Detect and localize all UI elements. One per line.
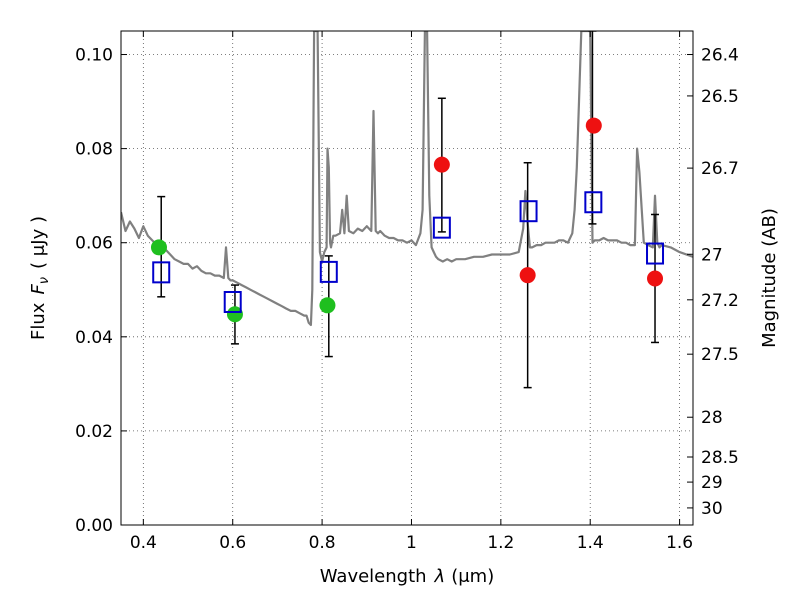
- mag-tick-label: 27: [701, 245, 723, 265]
- x-tick-label: 0.6: [219, 533, 246, 553]
- y-tick-label: 0.00: [75, 516, 113, 536]
- y-tick-label: 0.10: [75, 46, 113, 66]
- mag-tick-label: 26.4: [701, 46, 739, 66]
- plot-frame: [120, 30, 694, 526]
- x-tick-label: 1.6: [666, 533, 693, 553]
- series-layer: [121, 31, 693, 389]
- x-tick-label: 1: [406, 533, 417, 553]
- plot-background: [121, 31, 693, 525]
- observed-point-red: [433, 156, 450, 173]
- model-photometry-square: [432, 216, 451, 239]
- plot-area: 0.4 0.6 0.8 1 1.2 1.4 1.6 0.00 0.02 0.04 0.06 0.08 0…: [75, 30, 739, 553]
- mag-tick-label: 26.5: [701, 87, 739, 107]
- y-axis-label-text: Flux: [28, 302, 49, 340]
- observed-point-green: [319, 297, 336, 314]
- x-tick-label: 1.4: [577, 533, 604, 553]
- model-photometry-square: [519, 200, 538, 223]
- x-tick-label: 0.4: [130, 533, 157, 553]
- model-photometry-square: [584, 191, 603, 214]
- y2-axis-label: Magnitude (AB): [759, 208, 780, 348]
- y2-axis-label-text: Magnitude (AB): [759, 208, 780, 348]
- y-axis-label-subscript: ν: [37, 277, 52, 284]
- model-photometry-square: [152, 261, 171, 284]
- x-axis-label-text: Wavelength: [320, 566, 427, 587]
- x-tick-label: 1.2: [487, 533, 514, 553]
- y-tick-label: 0.04: [75, 328, 113, 348]
- x-axis-label-symbol: λ: [434, 566, 446, 587]
- model-photometry-square: [319, 260, 338, 283]
- mag-tick-label: 27.5: [701, 345, 739, 365]
- y-tick-label: 0.08: [75, 140, 113, 160]
- mag-tick-label: 28: [701, 408, 723, 428]
- observed-point-red: [647, 270, 664, 287]
- y-tick-label: 0.06: [75, 234, 113, 254]
- x-axis-label-unit: (μm): [451, 566, 494, 587]
- svg-text:FluxFν( μJy ): Flux Fν ( μJy ): [28, 216, 52, 340]
- observed-point-green: [226, 306, 243, 323]
- x-axis-label: Wavelength λ (μm): [320, 566, 494, 587]
- y-axis-label: Flux Fν ( μJy ): [28, 216, 52, 340]
- model-photometry-square: [223, 290, 242, 313]
- model-photometry-square: [646, 242, 665, 265]
- x-tick-label: 0.8: [309, 533, 336, 553]
- y-axis-label-unit: ( μJy ): [28, 216, 49, 269]
- mag-tick-label: 26.7: [701, 159, 739, 179]
- mag-tick-label: 30: [701, 499, 723, 519]
- observed-point-red: [519, 267, 536, 284]
- mag-tick-label: 29: [701, 473, 723, 493]
- model-spectrum-line: [121, 31, 693, 327]
- mag-tick-label: 28.5: [701, 448, 739, 468]
- y-tick-label: 0.02: [75, 422, 113, 442]
- mag-tick-label: 27.2: [701, 291, 739, 311]
- ticks: 0.4 0.6 0.8 1 1.2 1.4 1.6 0.00 0.02 0.04 0.06 0.08 0…: [75, 31, 739, 553]
- y-axis-label-symbol: F: [28, 284, 49, 295]
- observed-point-red: [585, 117, 602, 134]
- observed-point-green: [150, 239, 167, 256]
